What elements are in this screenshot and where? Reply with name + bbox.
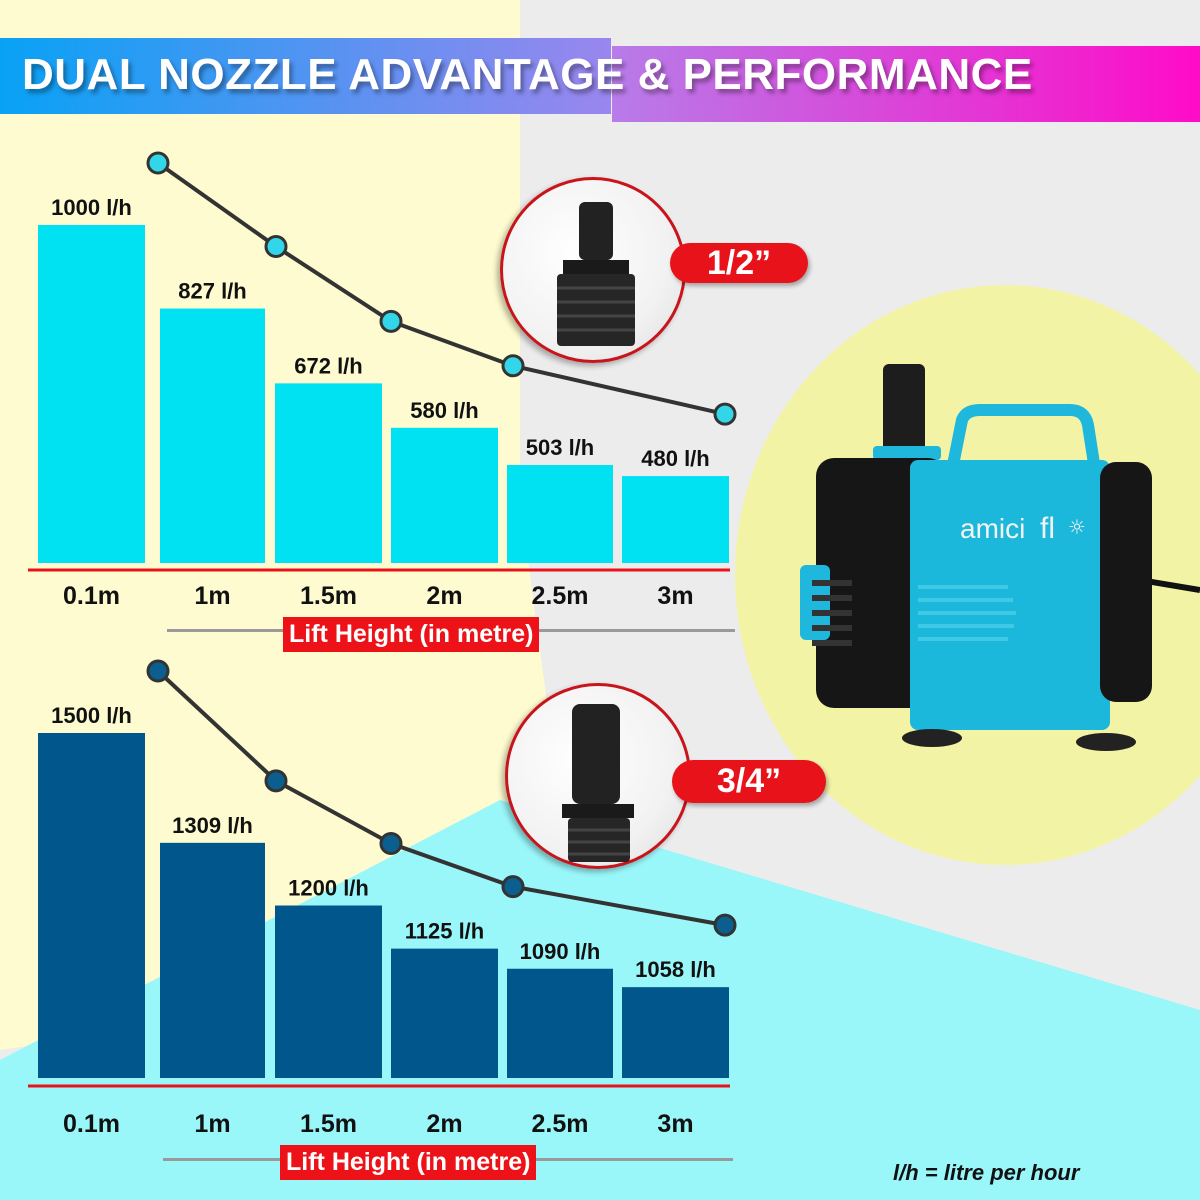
data-label: 1000 l/h (51, 195, 132, 220)
brand-logo: amici (960, 513, 1025, 544)
x-axis-title: Lift Height (in metre) (283, 617, 540, 652)
bar (275, 905, 382, 1078)
half-inch-nozzle-image (500, 177, 686, 363)
x-tick-label: 3m (657, 1110, 693, 1138)
x-tick-label: 2m (426, 1110, 462, 1138)
trend-point (264, 769, 288, 793)
x-tick-label: 1.5m (300, 1110, 357, 1138)
three-quarter-inch-badge: 3/4” (672, 760, 826, 803)
x-axis-title: Lift Height (in metre) (280, 1145, 537, 1180)
data-label: 1058 l/h (635, 957, 716, 982)
data-label: 580 l/h (410, 398, 478, 423)
nozzle-icon (562, 704, 634, 862)
x-tick-label: 1.5m (300, 582, 357, 610)
footnote: l/h = litre per hour (893, 1160, 1080, 1185)
bar (160, 308, 265, 563)
trend-point (146, 659, 170, 683)
trend-point (501, 875, 525, 899)
data-label: 1500 l/h (51, 703, 132, 728)
svg-text:fl: fl (1040, 512, 1055, 545)
page-title: DUAL NOZZLE ADVANTAGE & PERFORMANCE (22, 50, 1033, 99)
trend-point (264, 235, 288, 259)
data-label: 503 l/h (526, 435, 594, 460)
bar (275, 383, 382, 563)
bar (391, 948, 498, 1078)
three-quarter-inch-nozzle-image (505, 683, 691, 869)
svg-text:☼: ☼ (1068, 515, 1086, 539)
data-label: 1090 l/h (520, 939, 601, 964)
trend-point (501, 354, 525, 378)
trend-point (379, 832, 403, 855)
x-tick-label: 2.5m (532, 582, 589, 610)
trend-point (713, 913, 737, 937)
x-tick-label: 0.1m (63, 1110, 120, 1138)
half-inch-badge: 1/2” (670, 243, 808, 283)
x-tick-label: 1m (194, 1110, 230, 1138)
bar (38, 225, 145, 563)
bar (622, 476, 729, 563)
bar (160, 842, 265, 1078)
data-label: 672 l/h (294, 353, 362, 378)
bar (391, 427, 498, 563)
x-tick-label: 2.5m (532, 1110, 589, 1138)
data-label: 480 l/h (641, 446, 709, 471)
trend-point (146, 151, 170, 175)
x-tick-label: 3m (657, 582, 693, 610)
bar (38, 733, 145, 1078)
x-tick-label: 0.1m (63, 582, 120, 610)
data-label: 1125 l/h (405, 919, 485, 944)
bar (622, 987, 729, 1078)
x-tick-label: 1m (194, 582, 230, 610)
data-label: 1200 l/h (288, 876, 369, 901)
title-banner-right (612, 46, 1200, 122)
bar (507, 968, 613, 1078)
trend-point (713, 402, 737, 426)
trend-point (379, 309, 403, 333)
title-banner-left (0, 38, 611, 114)
data-label: 1309 l/h (172, 813, 253, 838)
x-tick-label: 2m (426, 582, 462, 610)
bar (507, 464, 613, 563)
nozzle-icon (557, 202, 635, 346)
data-label: 827 l/h (178, 279, 246, 304)
